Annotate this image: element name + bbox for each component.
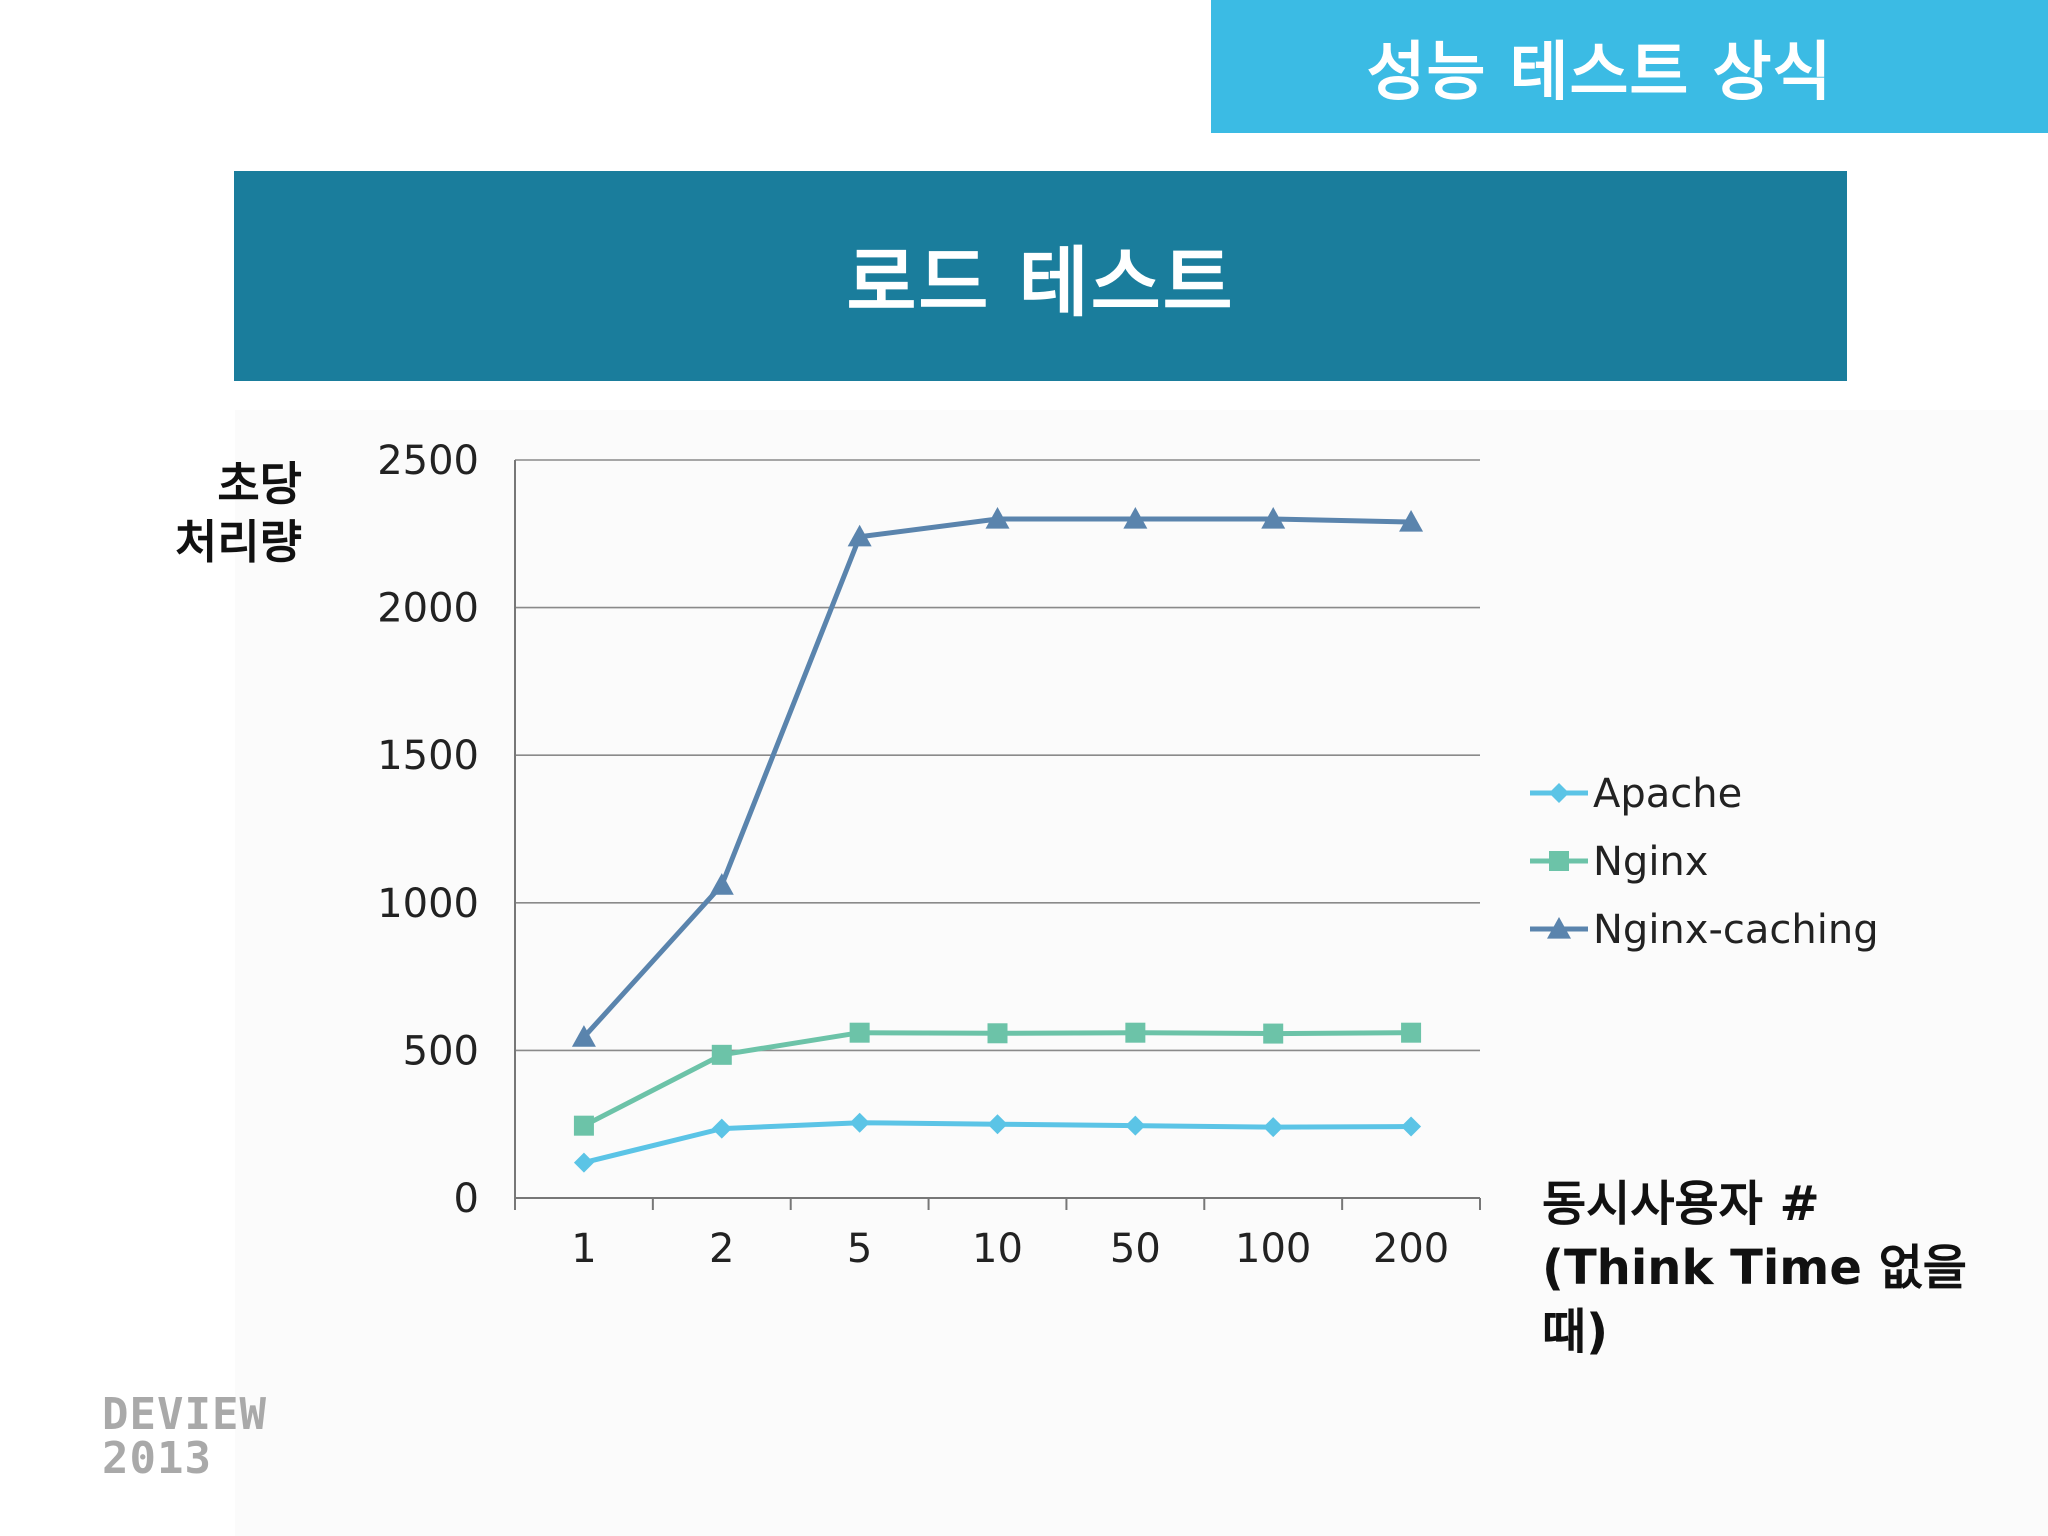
legend-label-nginx-caching: Nginx-caching	[1593, 907, 1879, 953]
series-line-nginx	[582, 1030, 1412, 1128]
y-axis-label-line-2: 처리량	[175, 515, 302, 569]
x-tick-label: 2	[709, 1226, 734, 1272]
data-point-apache	[1263, 1117, 1284, 1138]
section-banner: 성능 테스트 상식	[1211, 0, 2048, 133]
data-point-nginx-caching	[1123, 507, 1148, 529]
data-point-apache	[987, 1114, 1008, 1135]
data-point-nginx	[1263, 1023, 1284, 1044]
legend-marker-apache	[1549, 783, 1569, 803]
x-tick-label: 5	[847, 1226, 872, 1272]
data-point-apache	[711, 1118, 732, 1139]
content-background	[235, 410, 2048, 1536]
y-tick-label: 0	[454, 1176, 479, 1222]
data-point-nginx	[573, 1115, 594, 1136]
data-point-nginx-caching	[985, 507, 1010, 529]
data-point-apache	[849, 1112, 870, 1133]
y-axis-label: 초당 처리량	[130, 455, 302, 571]
legend-label-apache: Apache	[1593, 771, 1742, 817]
data-point-nginx	[711, 1044, 732, 1065]
y-tick-label: 2500	[377, 438, 479, 484]
logo-line-1: DEVIEW	[102, 1389, 267, 1440]
section-title: 성능 테스트 상식	[1366, 35, 1833, 110]
legend-label-nginx: Nginx	[1593, 839, 1708, 885]
x-axis-label-line-2: (Think Time 없을 때)	[1542, 1240, 1967, 1360]
y-axis-label-line-1: 초당	[217, 457, 302, 511]
x-axis-label: 동시사용자 # (Think Time 없을 때)	[1542, 1172, 2048, 1364]
data-point-nginx	[1401, 1022, 1422, 1043]
data-point-nginx-caching	[1399, 509, 1424, 532]
deview-logo: DEVIEW 2013	[102, 1393, 267, 1481]
data-point-nginx-caching	[1261, 507, 1286, 529]
series-line-nginx-caching	[582, 516, 1412, 1039]
data-point-apache	[1125, 1115, 1146, 1136]
x-axis-label-line-1: 동시사용자 #	[1542, 1176, 1820, 1232]
y-tick-label: 500	[403, 1028, 479, 1074]
data-point-nginx-caching	[847, 524, 872, 547]
data-point-apache	[573, 1152, 594, 1173]
data-point-nginx	[987, 1023, 1008, 1044]
slide-title: 로드 테스트	[846, 238, 1235, 327]
data-point-nginx	[1125, 1022, 1146, 1043]
data-point-nginx-caching	[709, 873, 734, 895]
y-tick-label: 2000	[377, 586, 479, 632]
legend-marker-nginx	[1549, 851, 1569, 871]
x-tick-label: 50	[1110, 1226, 1161, 1272]
slide-title-bar: 로드 테스트	[234, 171, 1847, 381]
x-tick-label: 100	[1235, 1226, 1311, 1272]
y-tick-label: 1500	[377, 733, 479, 779]
logo-line-2: 2013	[102, 1433, 212, 1484]
x-tick-label: 200	[1373, 1226, 1449, 1272]
data-point-apache	[1401, 1116, 1422, 1137]
legend-marker-nginx-caching	[1547, 917, 1571, 939]
data-point-nginx	[849, 1022, 870, 1043]
data-point-nginx-caching	[571, 1025, 596, 1047]
x-tick-label: 10	[972, 1226, 1023, 1272]
y-tick-label: 1000	[377, 881, 479, 927]
x-tick-label: 1	[571, 1226, 596, 1272]
